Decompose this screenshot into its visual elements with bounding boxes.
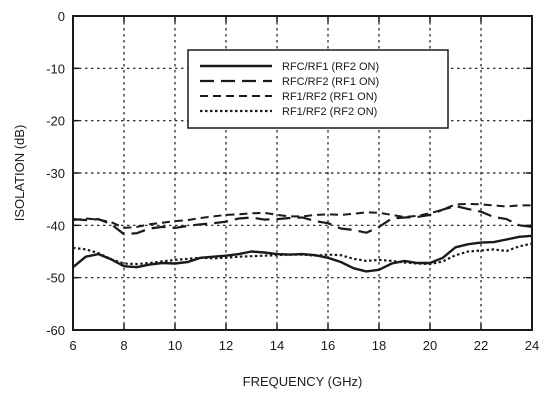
x-tick-label: 12 [219, 338, 233, 353]
y-tick-label: -40 [46, 218, 65, 233]
series-line-2 [72, 204, 533, 236]
x-tick-label: 24 [525, 338, 539, 353]
x-tick-label: 16 [321, 338, 335, 353]
x-axis-title: FREQUENCY (GHz) [243, 374, 363, 389]
x-tick-label: 20 [423, 338, 437, 353]
legend: RFC/RF1 (RF2 ON) RFC/RF2 (RF1 ON) RF1/RF2 … [187, 49, 449, 129]
legend-label: RFC/RF1 (RF2 ON) [282, 61, 379, 73]
x-tick-label: 6 [69, 338, 76, 353]
x-tick-label: 22 [474, 338, 488, 353]
y-tick-label: -20 [46, 114, 65, 129]
x-tick-label: 10 [168, 338, 182, 353]
x-tick-label: 14 [270, 338, 284, 353]
y-axis-title: ISOLATION (dB) [12, 125, 27, 222]
series-lines [72, 202, 533, 273]
legend-label: RFC/RF2 (RF1 ON) [282, 76, 379, 88]
y-tick-label: -30 [46, 166, 65, 181]
y-tick-label: 0 [58, 9, 65, 24]
x-tick-label: 18 [372, 338, 386, 353]
plot-frame [72, 15, 533, 331]
x-tick-label: 8 [120, 338, 127, 353]
y-tick-label: -10 [46, 61, 65, 76]
legend-box [187, 49, 449, 129]
tick-labels: 6 8 10 12 14 16 18 20 22 24 0 -10 -20 -30 -40 -50 -60 [46, 9, 539, 353]
legend-label: RF1/RF2 (RF1 ON) [282, 91, 377, 103]
series-line-1 [72, 234, 533, 273]
series-line-3 [72, 202, 532, 229]
y-tick-label: -60 [46, 323, 65, 338]
legend-label: RF1/RF2 (RF2 ON) [282, 106, 377, 118]
y-tick-label: -50 [46, 271, 65, 286]
